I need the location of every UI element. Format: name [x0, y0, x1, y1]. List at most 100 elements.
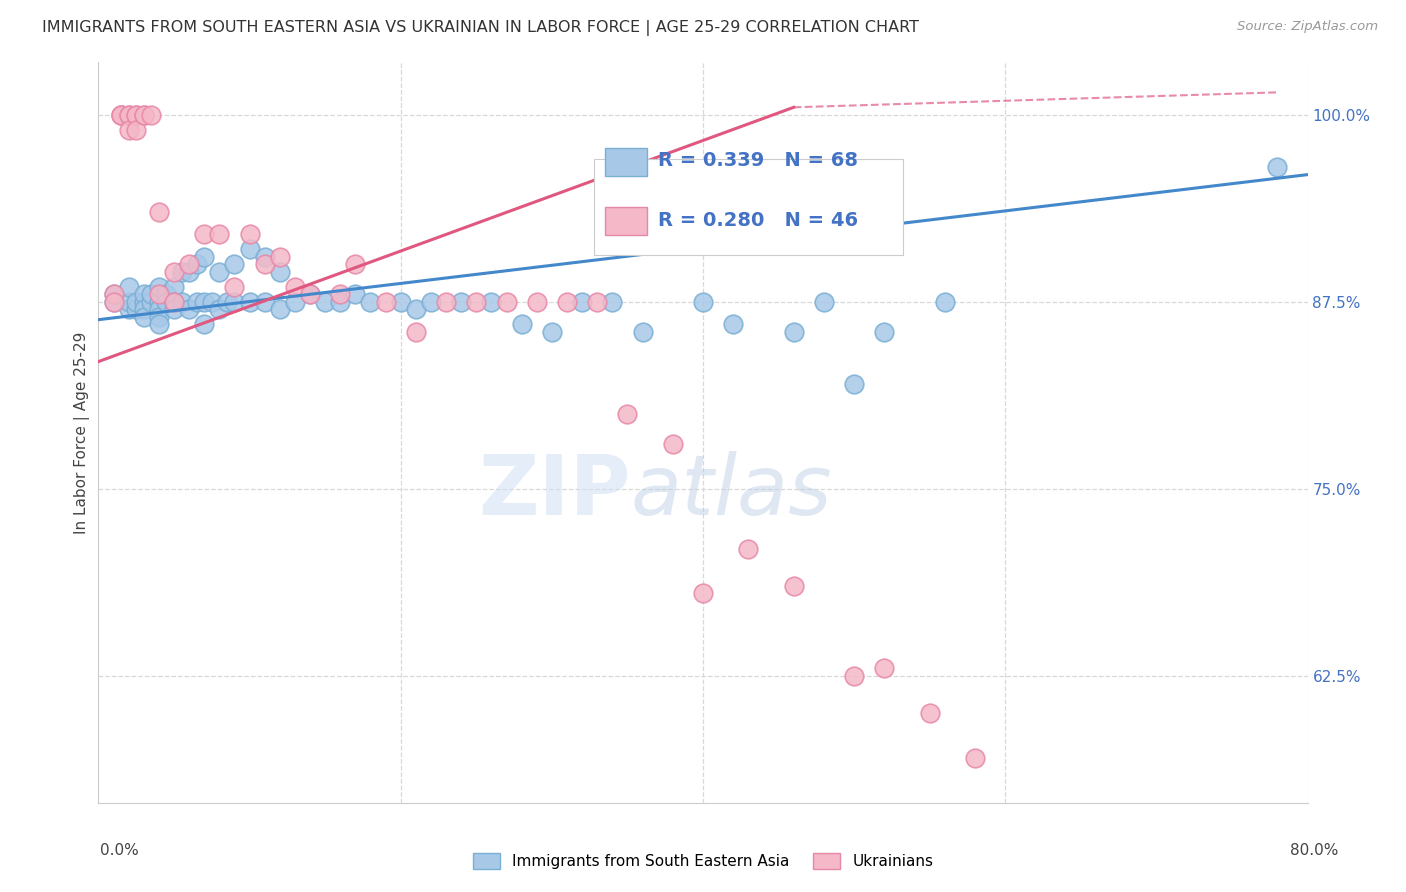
Point: [208, 302, 231, 317]
Text: R = 0.280   N = 46: R = 0.280 N = 46: [658, 211, 859, 229]
Point: [163, 280, 186, 294]
Point: [193, 317, 215, 331]
Point: [465, 294, 488, 309]
Point: [103, 287, 125, 301]
Point: [420, 294, 443, 309]
Point: [934, 294, 956, 309]
Point: [132, 294, 155, 309]
Point: [125, 108, 148, 122]
Point: [329, 294, 352, 309]
Point: [631, 325, 654, 339]
Point: [125, 122, 148, 136]
Point: [132, 302, 155, 317]
Point: [918, 706, 941, 720]
Point: [118, 108, 141, 122]
Point: [148, 287, 170, 301]
Point: [239, 243, 262, 257]
Point: [783, 325, 806, 339]
Point: [329, 287, 352, 301]
Point: [873, 661, 896, 675]
Point: [163, 265, 186, 279]
Point: [170, 294, 193, 309]
Point: [692, 294, 714, 309]
Point: [844, 377, 866, 392]
Point: [132, 108, 155, 122]
Point: [540, 325, 562, 339]
Point: [132, 108, 155, 122]
Legend: Immigrants from South Eastern Asia, Ukrainians: Immigrants from South Eastern Asia, Ukra…: [467, 847, 939, 875]
Point: [269, 265, 291, 279]
Point: [125, 108, 148, 122]
Point: [299, 287, 322, 301]
Point: [555, 294, 578, 309]
Point: [179, 265, 201, 279]
Text: atlas: atlas: [630, 451, 832, 533]
Point: [405, 325, 427, 339]
Point: [118, 108, 141, 122]
Point: [148, 310, 170, 324]
Point: [783, 579, 806, 593]
Point: [253, 257, 276, 271]
Text: 0.0%: 0.0%: [100, 843, 139, 858]
Point: [344, 287, 367, 301]
Point: [284, 280, 307, 294]
Point: [208, 265, 231, 279]
Point: [186, 257, 208, 271]
Point: [163, 294, 186, 309]
Point: [141, 287, 163, 301]
Point: [118, 122, 141, 136]
Point: [193, 227, 215, 242]
FancyBboxPatch shape: [605, 147, 647, 176]
Point: [450, 294, 472, 309]
Point: [110, 108, 132, 122]
Point: [434, 294, 457, 309]
Point: [193, 294, 215, 309]
Point: [616, 407, 638, 421]
Point: [965, 751, 987, 765]
Point: [118, 302, 141, 317]
Point: [269, 302, 291, 317]
Point: [155, 287, 177, 301]
Point: [125, 294, 148, 309]
Point: [179, 257, 201, 271]
Point: [314, 294, 336, 309]
Point: [299, 287, 322, 301]
Point: [239, 294, 262, 309]
Point: [253, 294, 276, 309]
Point: [103, 287, 125, 301]
Point: [481, 294, 503, 309]
Point: [118, 294, 141, 309]
Point: [510, 317, 533, 331]
Text: Source: ZipAtlas.com: Source: ZipAtlas.com: [1237, 20, 1378, 33]
Point: [723, 317, 745, 331]
Point: [163, 302, 186, 317]
Point: [495, 294, 517, 309]
Point: [602, 294, 624, 309]
Point: [239, 227, 262, 242]
Point: [571, 294, 593, 309]
FancyBboxPatch shape: [595, 159, 903, 255]
Point: [118, 280, 141, 294]
Point: [103, 294, 125, 309]
Point: [526, 294, 548, 309]
Point: [224, 294, 246, 309]
Point: [179, 302, 201, 317]
Point: [224, 257, 246, 271]
Text: IMMIGRANTS FROM SOUTH EASTERN ASIA VS UKRAINIAN IN LABOR FORCE | AGE 25-29 CORRE: IMMIGRANTS FROM SOUTH EASTERN ASIA VS UK…: [42, 20, 920, 36]
Point: [132, 287, 155, 301]
Point: [170, 265, 193, 279]
Point: [201, 294, 224, 309]
Point: [253, 250, 276, 264]
Point: [110, 108, 132, 122]
Point: [1267, 160, 1289, 174]
Point: [215, 294, 238, 309]
Point: [148, 302, 170, 317]
Point: [389, 294, 412, 309]
Point: [132, 310, 155, 324]
Point: [148, 205, 170, 219]
Point: [141, 108, 163, 122]
Point: [284, 294, 307, 309]
FancyBboxPatch shape: [605, 207, 647, 235]
Point: [148, 280, 170, 294]
Point: [344, 257, 367, 271]
